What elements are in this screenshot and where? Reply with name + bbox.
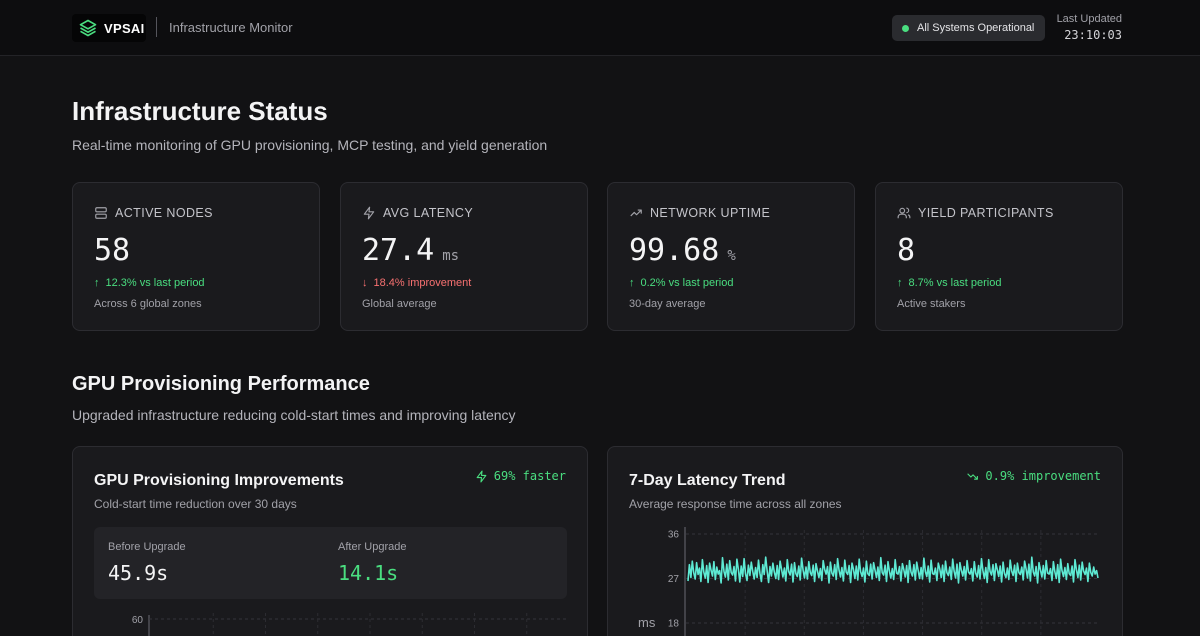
app-header: VPSAI Infrastructure Monitor All Systems… <box>0 0 1200 56</box>
stat-change: 0.2% vs last period <box>640 277 734 289</box>
stat-value: 58 <box>94 233 131 268</box>
stat-label: AVG LATENCY <box>383 206 474 220</box>
stat-card-active-nodes[interactable]: ACTIVE NODES 58 ↑ 12.3% vs last period Ac… <box>72 182 320 331</box>
y-tick-label: 36 <box>668 530 680 541</box>
stat-footnote: Across 6 global zones <box>94 298 202 310</box>
stat-footnote: Active stakers <box>897 298 966 310</box>
before-label: Before Upgrade <box>108 541 186 553</box>
stat-label: ACTIVE NODES <box>115 206 213 220</box>
latency-chart: 36 27 18 ms <box>638 527 1100 636</box>
header-subtitle: Infrastructure Monitor <box>169 20 293 35</box>
improvement-badge: 0.9% improvement <box>966 469 1101 483</box>
improvement-badge: 69% faster <box>475 469 566 483</box>
stat-label: NETWORK UPTIME <box>650 206 771 220</box>
system-status-badge[interactable]: All Systems Operational <box>892 15 1045 41</box>
stat-value: 27.4 <box>362 233 435 268</box>
stat-footnote: 30-day average <box>629 298 706 310</box>
last-updated-label: Last Updated <box>1056 13 1122 25</box>
panel-title: GPU Provisioning Improvements <box>94 472 344 489</box>
stat-value: 8 <box>897 233 916 268</box>
server-icon <box>95 207 107 219</box>
brand-logo[interactable]: VPSAI <box>72 14 146 42</box>
stat-change: 8.7% vs last period <box>908 277 1002 289</box>
panel-subtitle: Cold-start time reduction over 30 days <box>94 497 297 511</box>
layers-icon <box>79 19 97 37</box>
stat-footnote: Global average <box>362 298 437 310</box>
zap-icon <box>363 206 375 220</box>
badge-text: 0.9% improvement <box>985 469 1101 483</box>
stat-change: 18.4% improvement <box>373 277 472 289</box>
stat-card-yield-participants[interactable]: YIELD PARTICIPANTS 8 ↑ 8.7% vs last perio… <box>875 182 1123 331</box>
y-axis-label: ms <box>638 615 656 630</box>
stat-unit: ms <box>442 248 460 264</box>
upgrade-comparison: Before Upgrade 45.9s After Upgrade 14.1s <box>94 527 567 599</box>
system-status-text: All Systems Operational <box>917 22 1035 34</box>
section-title: GPU Provisioning Performance <box>72 373 370 395</box>
page-title: Infrastructure Status <box>72 96 328 126</box>
trending-down-icon <box>967 472 979 480</box>
gpu-improvements-panel: GPU Provisioning Improvements Cold-start… <box>72 446 588 636</box>
y-tick-label: 18 <box>668 619 680 630</box>
latency-series-line <box>687 556 1099 584</box>
last-updated-time: 23:10:03 <box>1064 28 1122 42</box>
gpu-chart: 60 <box>132 613 567 636</box>
latency-trend-panel: 7-Day Latency Trend Average response tim… <box>607 446 1123 636</box>
y-tick-label: 60 <box>132 615 144 626</box>
stat-value: 99.68 <box>629 233 720 268</box>
arrow-up-icon: ↑ <box>629 277 635 289</box>
stat-card-avg-latency[interactable]: AVG LATENCY 27.4 ms ↓ 18.4% improvement G… <box>340 182 588 331</box>
arrow-down-icon: ↓ <box>362 277 368 289</box>
header-divider <box>156 17 157 37</box>
arrow-up-icon: ↑ <box>94 277 100 289</box>
zap-icon <box>476 470 487 482</box>
stat-unit: % <box>727 248 736 264</box>
after-value: 14.1s <box>338 561 399 585</box>
after-label: After Upgrade <box>338 541 407 553</box>
section-subtitle: Upgraded infrastructure reducing cold-st… <box>72 407 516 423</box>
users-icon <box>897 207 911 219</box>
arrow-up-icon: ↑ <box>897 277 903 289</box>
status-dot-icon <box>902 24 909 32</box>
stat-change: 12.3% vs last period <box>105 277 205 289</box>
brand-name: VPSAI <box>104 20 145 36</box>
badge-text: 69% faster <box>493 469 566 483</box>
trending-up-icon <box>630 209 642 217</box>
panel-title: 7-Day Latency Trend <box>629 472 786 489</box>
page-subtitle: Real-time monitoring of GPU provisioning… <box>72 137 548 153</box>
panel-subtitle: Average response time across all zones <box>629 497 842 511</box>
stat-label: YIELD PARTICIPANTS <box>918 206 1054 220</box>
y-tick-label: 27 <box>668 574 680 585</box>
before-value: 45.9s <box>108 561 169 585</box>
stat-card-network-uptime[interactable]: NETWORK UPTIME 99.68 % ↑ 0.2% vs last per… <box>607 182 855 331</box>
